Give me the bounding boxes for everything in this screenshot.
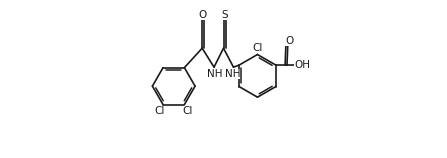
Text: OH: OH xyxy=(295,60,311,70)
Text: Cl: Cl xyxy=(182,106,193,116)
Text: NH: NH xyxy=(207,69,223,79)
Text: Cl: Cl xyxy=(154,106,164,116)
Text: O: O xyxy=(285,36,294,46)
Text: NH: NH xyxy=(225,69,240,79)
Text: O: O xyxy=(198,10,207,20)
Text: S: S xyxy=(221,10,228,20)
Text: Cl: Cl xyxy=(253,43,263,53)
